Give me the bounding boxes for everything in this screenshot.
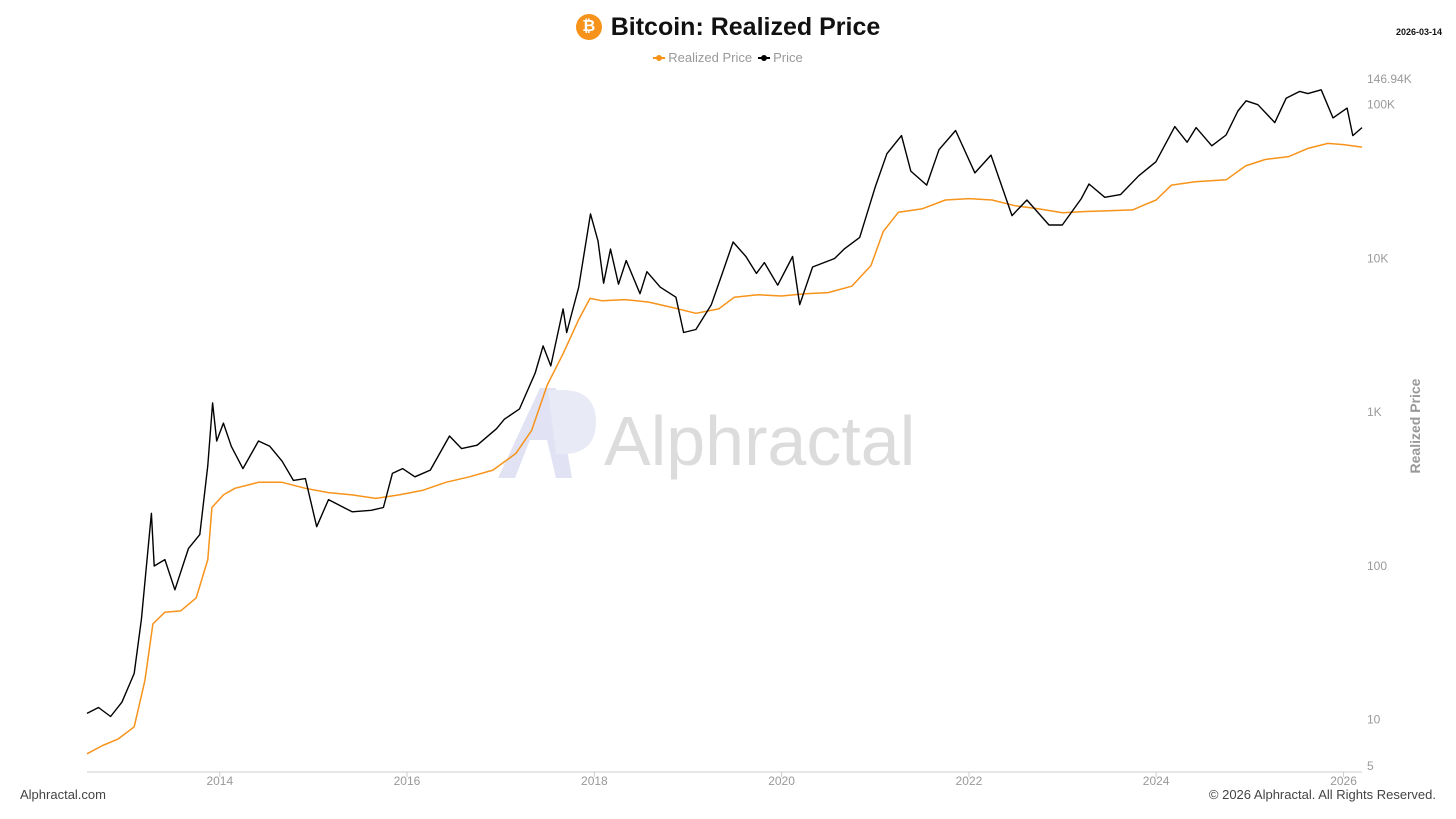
series-line-price[interactable] [86,89,1363,718]
legend-label: Price [773,50,803,65]
y-tick-label: 146.94K [1367,72,1412,86]
y-tick-label: 1K [1367,405,1382,419]
x-tick-label: 2018 [581,774,608,788]
series-group [86,89,1363,755]
legend-label: Realized Price [668,50,753,65]
legend-item-realized-price[interactable]: Realized Price [653,50,752,65]
legend: Realized Price Price [0,50,1456,65]
y-tick-label: 10 [1367,713,1381,727]
x-tick-label: 2022 [956,774,983,788]
legend-item-price[interactable]: Price [758,50,803,65]
legend-marker-icon [758,54,771,61]
x-axis-ticks: 2014 2016 2018 2020 2022 2024 2026 [206,772,1357,788]
y-axis-label: Realized Price [1407,378,1423,473]
chart-title: Bitcoin: Realized Price [610,12,881,41]
legend-marker-icon [653,54,666,61]
bitcoin-icon: ₿ [575,14,602,40]
x-tick-label: 2026 [1330,774,1357,788]
x-tick-label: 2020 [768,774,795,788]
footer-copyright: © 2026 Alphractal. All Rights Reserved. [1208,787,1436,802]
title-bar: ₿ Bitcoin: Realized Price [0,10,1456,44]
watermark: Alphractal [498,388,915,480]
date-stamp: 2026-03-14 [1395,27,1442,37]
y-axis-ticks: 5 10 100 1K 10K 100K 146.94K [1367,72,1412,773]
y-tick-label: 100 [1367,559,1387,573]
y-tick-label: 100K [1367,98,1395,112]
y-tick-label: 10K [1367,251,1388,265]
y-tick-label: 5 [1367,759,1374,773]
x-tick-label: 2016 [394,774,421,788]
watermark-text: Alphractal [604,402,915,480]
series-line-realized-price[interactable] [86,142,1363,755]
x-tick-label: 2024 [1143,774,1170,788]
footer-site-link[interactable]: Alphractal.com [20,787,106,802]
x-tick-label: 2014 [206,774,233,788]
alphractal-logo-icon [498,388,596,478]
